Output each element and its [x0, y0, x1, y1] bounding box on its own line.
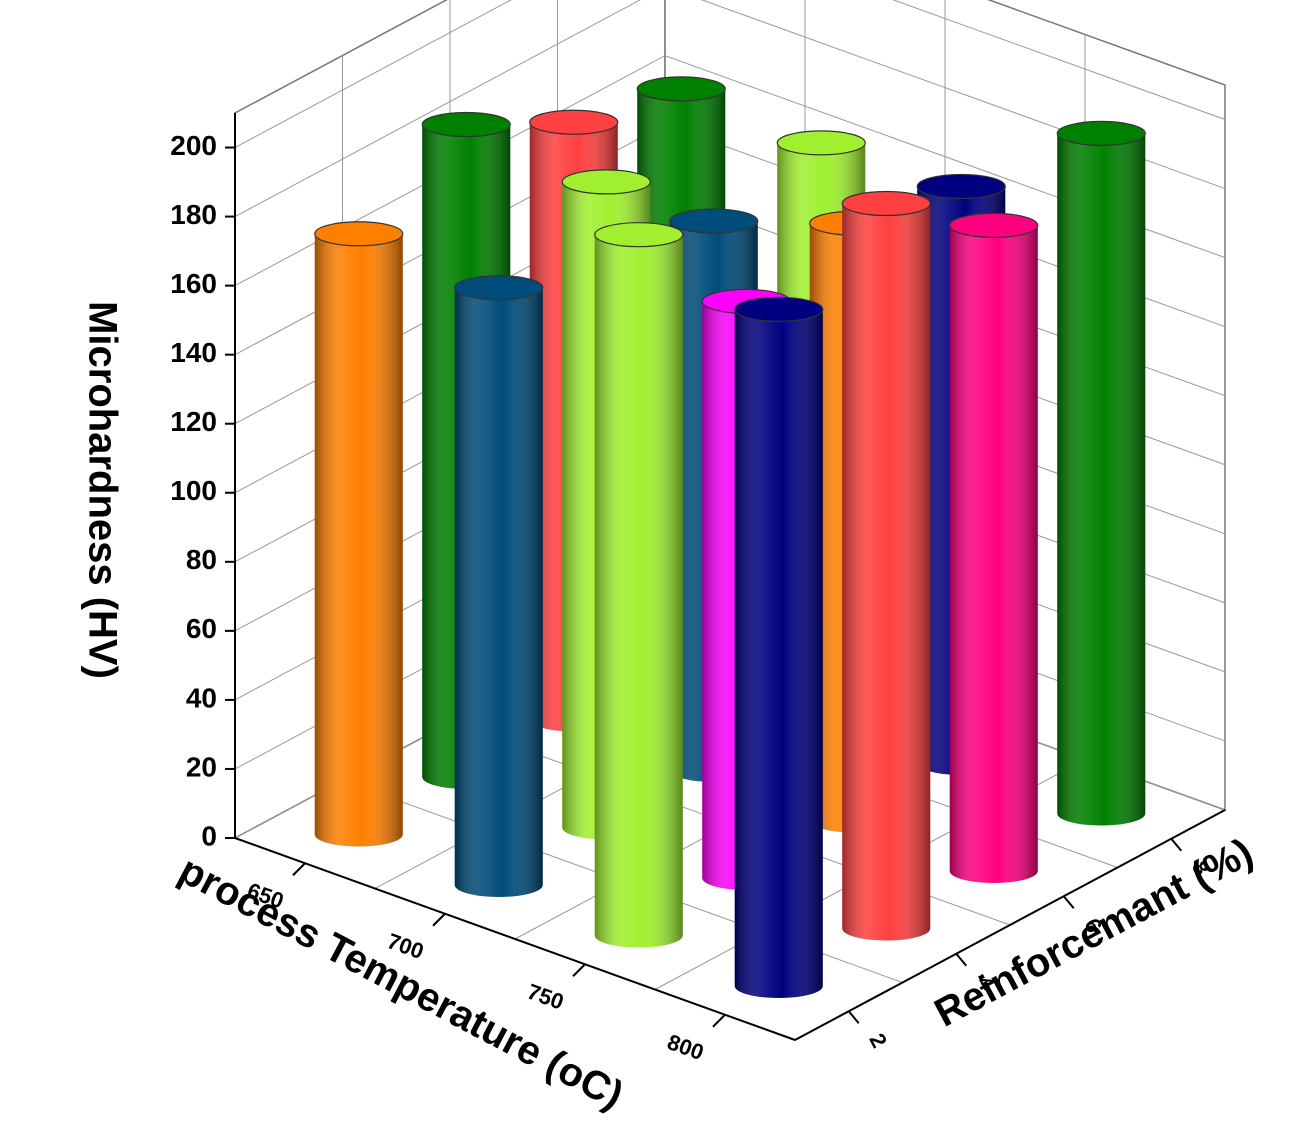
bar-shade — [734, 309, 823, 999]
y-tick-label: 60 — [186, 613, 217, 644]
bar-top — [841, 190, 931, 217]
y-tick-label: 80 — [186, 544, 217, 575]
bar-top — [561, 169, 651, 195]
grid-line — [234, 55, 1226, 287]
bar-top — [669, 208, 759, 234]
bar-top — [314, 221, 404, 247]
bar-top — [734, 296, 824, 322]
cylinder — [314, 221, 404, 847]
y-tick-label: 140 — [170, 337, 217, 368]
grid-line — [234, 0, 1226, 148]
y-tick-label: 100 — [170, 475, 217, 506]
grid-line — [234, 0, 1226, 218]
bar-shade — [842, 203, 931, 941]
bar-shade — [1057, 133, 1146, 826]
y-tick-label: 120 — [170, 406, 217, 437]
bar-top — [594, 222, 684, 248]
y-axis-title: Microhardness (HV) — [80, 301, 124, 679]
cylinder — [1056, 120, 1146, 826]
bar-top — [529, 109, 619, 135]
bar-top — [1056, 120, 1146, 146]
z-tick — [1062, 895, 1075, 909]
y-tick-label: 160 — [170, 268, 217, 299]
x-tick — [712, 1014, 726, 1028]
cylinder — [949, 212, 1039, 883]
x-tick — [572, 963, 586, 977]
y-tick-label: 20 — [186, 751, 217, 782]
x-tick — [292, 862, 306, 876]
z-tick — [1170, 838, 1183, 852]
y-tick-label: 0 — [201, 820, 217, 851]
z-axis — [794, 809, 1226, 1041]
x-tick-label: 750 — [524, 979, 567, 1015]
z-tick — [847, 1010, 860, 1024]
x-axis — [234, 837, 796, 1041]
cylinder — [454, 275, 544, 897]
bar-top — [949, 212, 1039, 239]
bar-top — [916, 173, 1006, 200]
bar-shade — [454, 287, 543, 897]
x-tick-label: 800 — [664, 1029, 707, 1065]
y-tick-label: 200 — [170, 130, 217, 161]
bar-top — [776, 130, 866, 156]
z-tick — [955, 953, 968, 967]
bar-top — [454, 275, 544, 301]
y-tick-label: 40 — [186, 682, 217, 713]
cylinder — [734, 296, 824, 999]
bar-shade — [314, 233, 403, 847]
x-tick — [432, 913, 446, 927]
bar-shade — [594, 234, 683, 948]
cylinder — [841, 190, 931, 941]
cylinder — [594, 222, 684, 948]
bar-top — [421, 111, 511, 138]
bar-top — [636, 76, 726, 102]
y-tick-label: 180 — [170, 199, 217, 230]
z-tick-label: 2 — [864, 1029, 892, 1052]
bar-shade — [949, 225, 1038, 883]
